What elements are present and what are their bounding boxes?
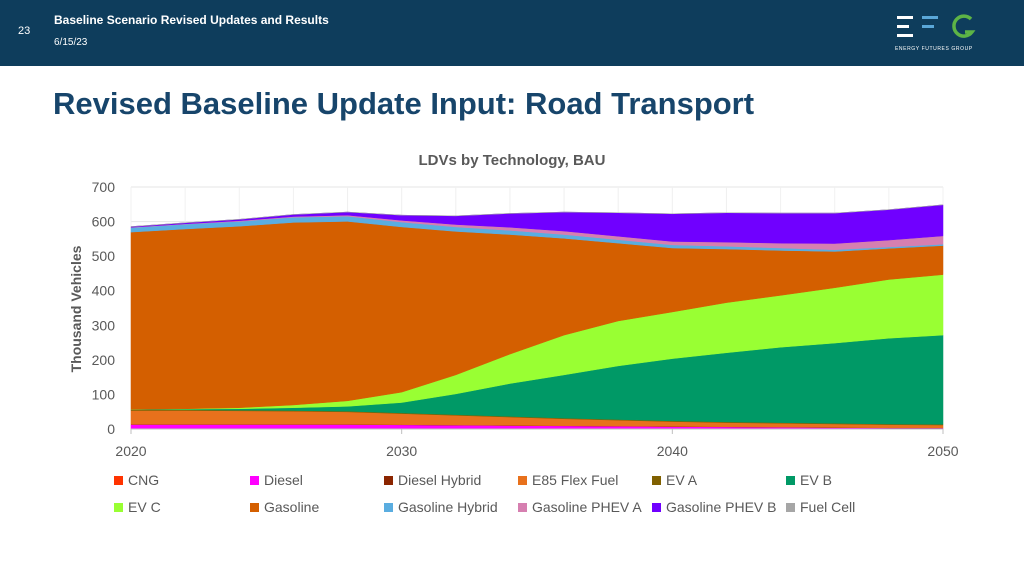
legend-swatch: [114, 502, 123, 512]
header-bar: 23 Baseline Scenario Revised Updates and…: [0, 0, 1024, 66]
legend-label: EV B: [800, 472, 832, 488]
y-tick-label: 0: [107, 421, 115, 437]
legend-label: E85 Flex Fuel: [532, 472, 619, 488]
legend-label: EV C: [128, 499, 161, 515]
legend-label: CNG: [128, 472, 160, 488]
efg-logo: ENERGY FUTURES GROUP: [895, 12, 985, 56]
y-tick-label: 200: [92, 352, 116, 368]
legend-item-gasoline-phev-a: Gasoline PHEV A: [518, 499, 642, 515]
header-title: Baseline Scenario Revised Updates and Re…: [54, 13, 329, 27]
x-tick-label: 2050: [927, 443, 958, 459]
legend-swatch: [786, 502, 795, 512]
page-title: Revised Baseline Update Input: Road Tran…: [53, 86, 755, 121]
legend-item-cng: CNG: [114, 472, 159, 488]
legend-swatch: [652, 502, 661, 512]
y-tick-label: 700: [92, 179, 116, 195]
legend-swatch: [786, 475, 795, 485]
legend-item-ev-a: EV A: [652, 472, 697, 488]
legend-swatch: [518, 475, 527, 485]
x-tick-label: 2030: [386, 443, 417, 459]
legend-swatch: [114, 475, 123, 485]
efg-logo-icon: [897, 14, 976, 38]
legend-label: Gasoline: [264, 499, 320, 515]
legend-label: Gasoline PHEV A: [532, 499, 642, 515]
legend-swatch: [250, 475, 259, 485]
legend-swatch: [652, 475, 661, 485]
legend-swatch: [250, 502, 259, 512]
legend-item-diesel-hybrid: Diesel Hybrid: [384, 472, 481, 488]
y-tick-label: 400: [92, 283, 116, 299]
x-tick-label: 2040: [657, 443, 688, 459]
legend-label: Fuel Cell: [800, 499, 856, 515]
legend-item-diesel: Diesel: [250, 472, 303, 488]
legend-item-gasoline: Gasoline: [250, 499, 319, 515]
x-tick-label: 2020: [115, 443, 146, 459]
y-tick-label: 600: [92, 214, 116, 230]
legend-label: EV A: [666, 472, 698, 488]
legend-label: Diesel: [264, 472, 303, 488]
y-tick-label: 100: [92, 386, 116, 402]
legend-item-fuel-cell: Fuel Cell: [786, 499, 855, 515]
legend-item-gasoline-hybrid: Gasoline Hybrid: [384, 499, 498, 515]
legend-label: Gasoline Hybrid: [398, 499, 498, 515]
logo-text: ENERGY FUTURES GROUP: [895, 46, 973, 52]
legend-swatch: [518, 502, 527, 512]
header-date: 6/15/23: [54, 37, 88, 48]
legend-item-e85-flex-fuel: E85 Flex Fuel: [518, 472, 618, 488]
y-axis-label: Thousand Vehicles: [68, 245, 84, 372]
legend-item-ev-b: EV B: [786, 472, 832, 488]
slide-number: 23: [18, 25, 31, 37]
legend-swatch: [384, 502, 393, 512]
legend-label: Diesel Hybrid: [398, 472, 482, 488]
legend-item-gasoline-phev-b: Gasoline PHEV B: [652, 499, 777, 515]
legend-item-ev-c: EV C: [114, 499, 161, 515]
chart-title: LDVs by Technology, BAU: [419, 152, 606, 169]
legend-swatch: [384, 475, 393, 485]
y-tick-label: 500: [92, 248, 116, 264]
legend-label: Gasoline PHEV B: [666, 499, 777, 515]
y-tick-label: 300: [92, 317, 116, 333]
